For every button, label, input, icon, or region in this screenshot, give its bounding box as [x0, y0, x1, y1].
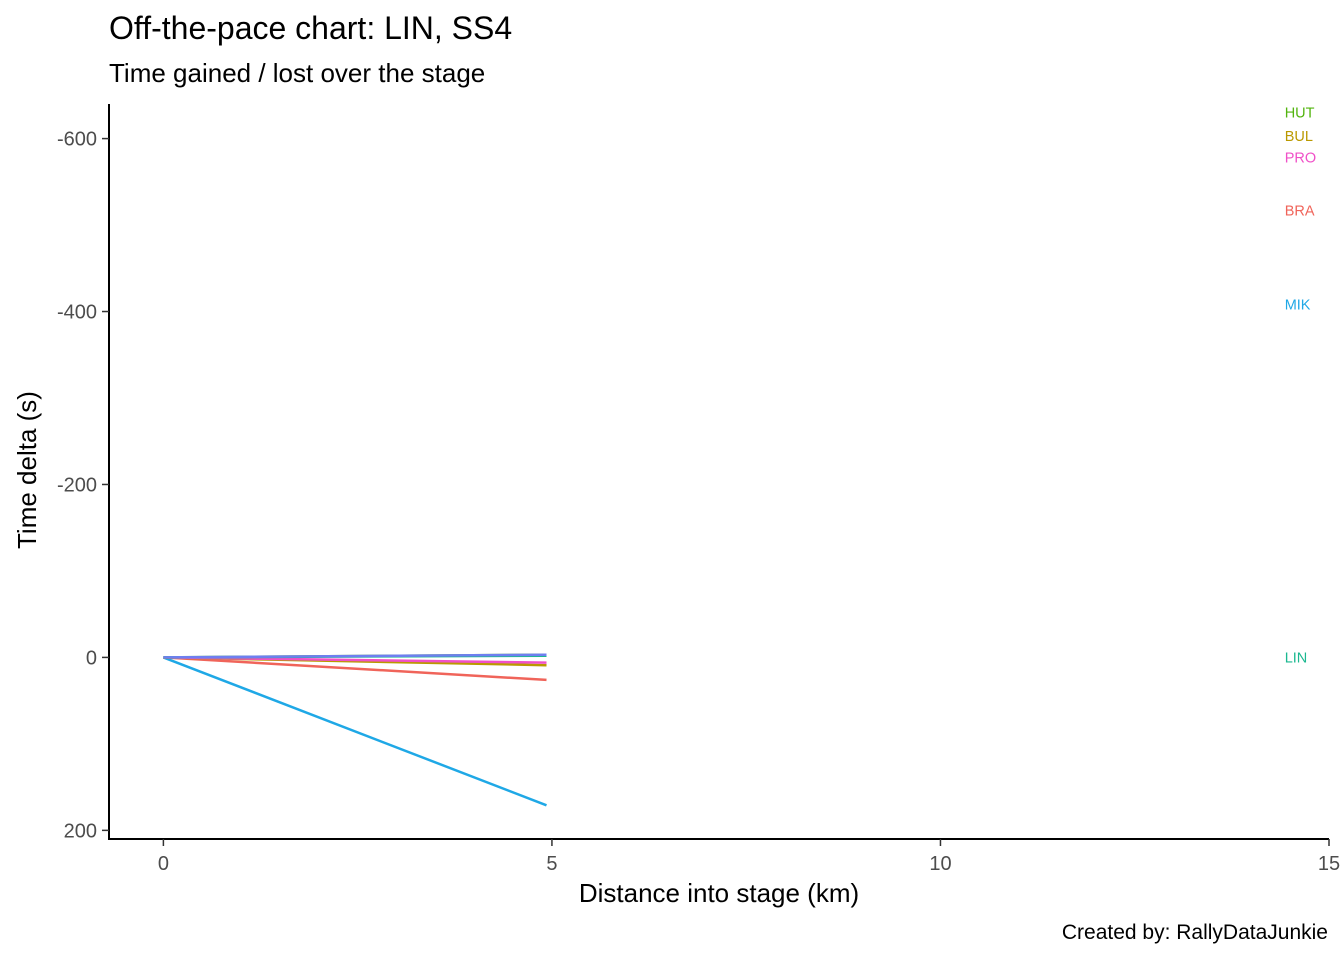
- series-line-mik: [162, 656, 547, 807]
- end-labels: MIK BRA BUL PRO HUT LIN: [1285, 106, 1316, 667]
- y-tick-label: 200: [64, 820, 97, 842]
- x-tick-label: 10: [929, 853, 951, 875]
- series-lines: [162, 653, 547, 807]
- x-tick-label: 0: [158, 853, 169, 875]
- y-tick-label: 0: [86, 647, 97, 669]
- chart-subtitle: Time gained / lost over the stage: [109, 58, 486, 88]
- y-tick-label: -400: [57, 302, 97, 324]
- series-line-bra: [163, 656, 547, 682]
- x-tick-label: 5: [546, 853, 557, 875]
- series-label-hut: HUT: [1285, 106, 1315, 122]
- series-label-pro: PRO: [1285, 151, 1316, 167]
- series-label-bul: BUL: [1285, 129, 1313, 145]
- series-label-lin: LIN: [1285, 650, 1308, 666]
- x-axis-title: Distance into stage (km): [579, 878, 859, 908]
- y-tick-label: -200: [57, 474, 97, 496]
- series-line: [163, 653, 547, 659]
- series-label-bra: BRA: [1285, 203, 1315, 219]
- chart-title: Off-the-pace chart: LIN, SS4: [109, 10, 513, 46]
- y-tick-label: -600: [57, 129, 97, 151]
- axes: 0 5 10 15 -600 -400 -200 0 200: [57, 104, 1340, 875]
- x-tick-label: 15: [1318, 853, 1340, 875]
- series-label-mik: MIK: [1285, 298, 1311, 314]
- chart-caption: Created by: RallyDataJunkie: [1061, 921, 1328, 944]
- y-axis-title: Time delta (s): [12, 391, 42, 549]
